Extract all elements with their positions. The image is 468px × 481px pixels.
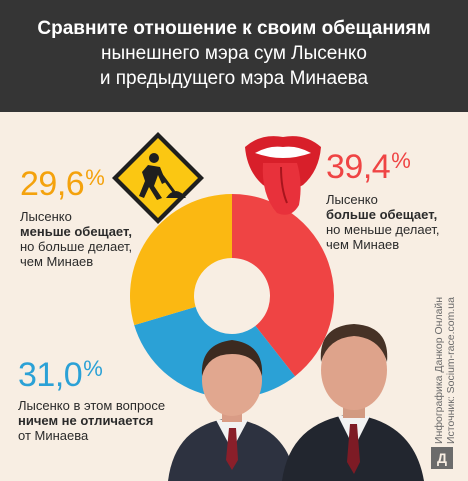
man-portrait-left [168, 340, 296, 481]
stat-right-top-line2: больше обещает, [326, 207, 440, 222]
title-line-2: нынешнего мэра сум Лысенко [101, 43, 367, 64]
stat-left-bottom-line2: ничем не отличается [18, 413, 165, 428]
stat-left-top-number: 29,6 [20, 165, 85, 203]
credit-line-2: Источник: Socium-race.com.ua [445, 297, 457, 444]
stat-right-top-value: 39,4% [326, 143, 440, 185]
stat-right-top-bold: больше обещает, [326, 207, 438, 222]
road-work-sign-icon [112, 132, 204, 224]
header: Сравните отношение к своим обещаниям нын… [0, 0, 468, 112]
stat-left-top: 29,6% Лысенко меньше обещает, но больше … [20, 160, 132, 269]
credit-text: Инфографика Данкор Онлайн Источник: Soci… [433, 297, 457, 444]
stat-left-top-line3: но больше делает, [20, 239, 133, 254]
stat-right-top-number: 39,4 [326, 148, 391, 186]
donut-slice-3 [130, 194, 232, 326]
dancor-logo-icon: Д [431, 447, 453, 469]
stat-right-top-pct: % [391, 148, 411, 173]
stat-left-top-line2: меньше обещает, [20, 224, 132, 239]
man-portrait-right [282, 324, 424, 481]
stat-left-bottom-pct: % [83, 356, 103, 381]
stat-left-top-line1: Лысенко [20, 209, 72, 224]
rolling-stones-tongue-icon [245, 136, 321, 215]
title-line-1: Сравните отношение к своим обещаниям [37, 18, 431, 39]
stat-left-top-line4: чем Минаев [20, 254, 94, 269]
stat-left-top-value: 29,6% [20, 160, 132, 202]
stat-left-bottom-bold: ничем не отличается [18, 413, 154, 428]
title-line-3: и предыдущего мэра Минаева [99, 68, 369, 89]
stat-left-bottom-line1: Лысенко в этом вопросе [18, 398, 166, 413]
stat-left-bottom-line3: от Минаева [18, 428, 89, 443]
stat-left-bottom: 31,0% Лысенко в этом вопросе ничем не от… [18, 351, 165, 443]
stat-left-top-bold: меньше обещает, [20, 224, 132, 239]
stat-right-top-line1: Лысенко [326, 192, 378, 207]
stat-left-bottom-number: 31,0 [18, 356, 83, 394]
stat-left-top-pct: % [85, 165, 105, 190]
stat-right-top-line4: чем Минаев [326, 237, 400, 252]
credit-line-1: Инфографика Данкор Онлайн [433, 296, 445, 444]
stat-right-top: 39,4% Лысенко больше обещает, но меньше … [326, 143, 440, 252]
stat-right-top-line3: но меньше делает, [326, 222, 440, 237]
donut-slice-1 [232, 194, 335, 377]
stat-left-bottom-value: 31,0% [18, 351, 165, 393]
